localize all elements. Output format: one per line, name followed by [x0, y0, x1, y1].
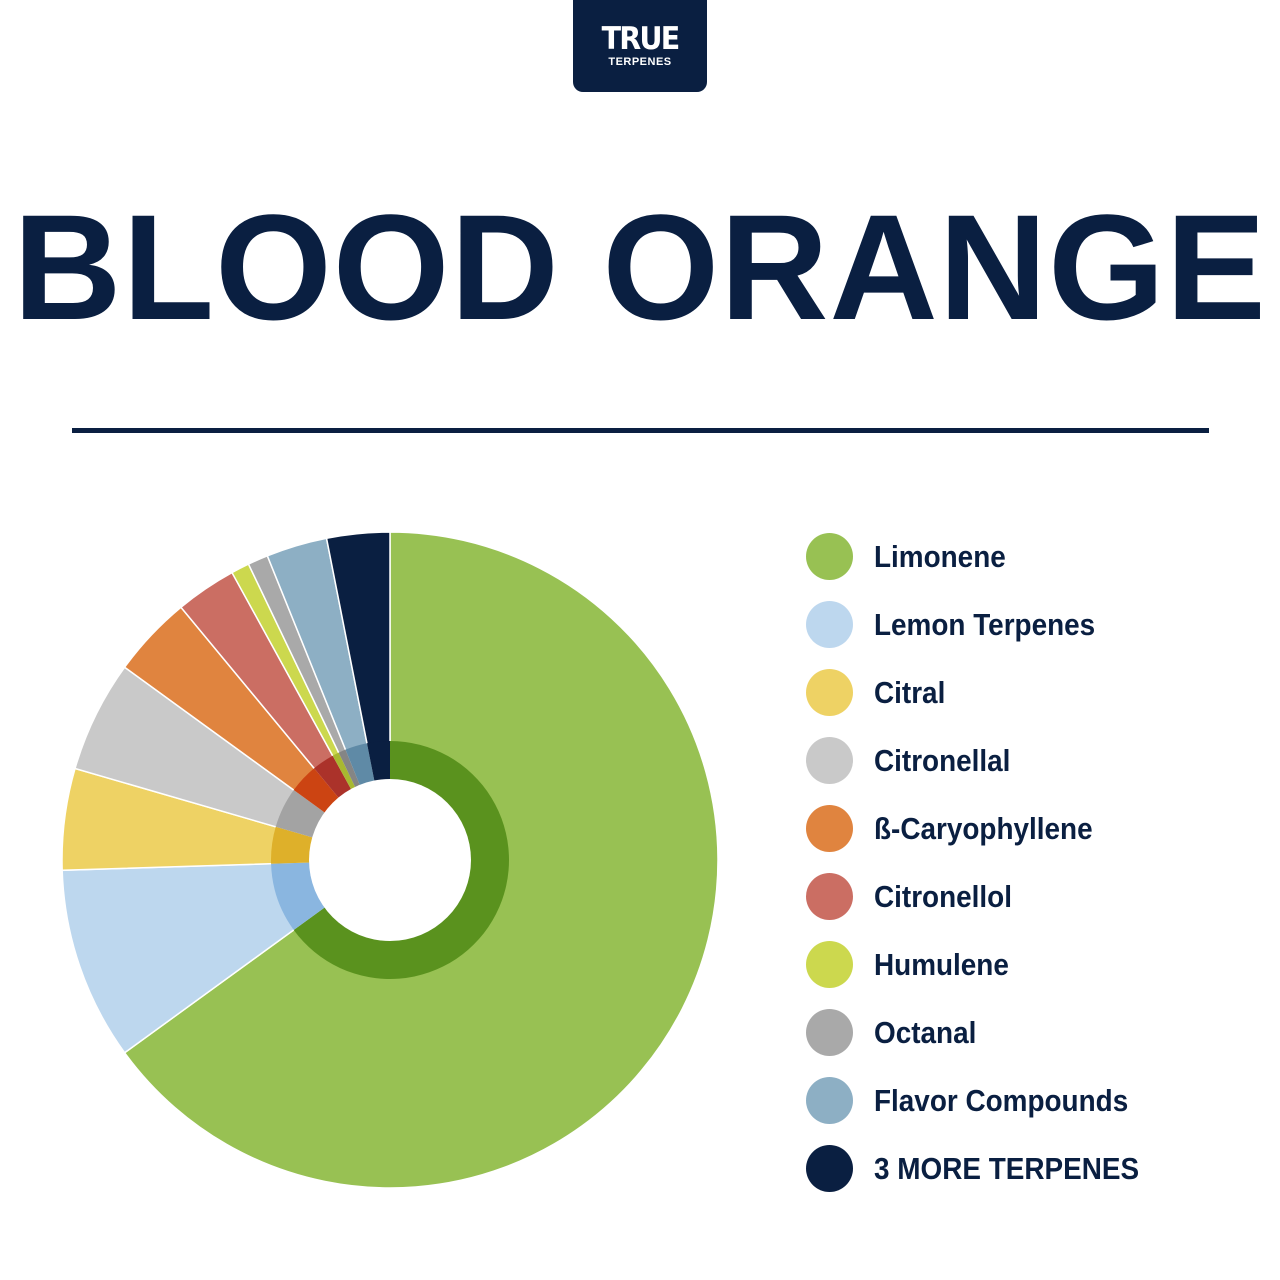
legend-swatch-humulene: [806, 941, 853, 988]
legend-item-humulene: Humulene: [806, 939, 1266, 988]
legend-swatch-caryophyllene: [806, 805, 853, 852]
legend-swatch-limonene: [806, 533, 853, 580]
legend-swatch-octanal: [806, 1009, 853, 1056]
title-divider: [72, 428, 1209, 433]
legend-label-3-more-terpenes: 3 MORE TERPENES: [874, 1151, 1140, 1186]
legend-swatch-3-more-terpenes: [806, 1145, 853, 1192]
legend-label-citronellal: Citronellal: [874, 743, 1011, 778]
legend-label-lemon-terpenes: Lemon Terpenes: [874, 607, 1096, 642]
legend-label-citral: Citral: [874, 675, 946, 710]
legend-label-humulene: Humulene: [874, 947, 1009, 982]
legend-swatch-citronellol: [806, 873, 853, 920]
page-title: BLOOD ORANGE: [13, 183, 1267, 351]
donut-hole: [309, 779, 471, 941]
legend-item-lemon-terpenes: Lemon Terpenes: [806, 599, 1266, 648]
legend-label-citronellol: Citronellol: [874, 879, 1012, 914]
brand-logo: TRUE TERPENES: [573, 0, 707, 92]
legend-swatch-flavor-compounds: [806, 1077, 853, 1124]
legend-label-flavor-compounds: Flavor Compounds: [874, 1083, 1129, 1118]
legend-item-flavor-compounds: Flavor Compounds: [806, 1075, 1266, 1124]
logo-subtitle: TERPENES: [608, 56, 672, 68]
legend-item-citronellal: Citronellal: [806, 735, 1266, 784]
logo-wordmark: TRUE: [601, 21, 681, 57]
legend-item-citral: Citral: [806, 667, 1266, 716]
legend-item-citronellol: Citronellol: [806, 871, 1266, 920]
legend-swatch-lemon-terpenes: [806, 601, 853, 648]
legend-item-octanal: Octanal: [806, 1007, 1266, 1056]
legend-item-3-more-terpenes: 3 MORE TERPENES: [806, 1143, 1266, 1192]
legend-swatch-citronellal: [806, 737, 853, 784]
legend-label-caryophyllene: ß-Caryophyllene: [874, 811, 1093, 846]
legend-item-caryophyllene: ß-Caryophyllene: [806, 803, 1266, 852]
legend-label-limonene: Limonene: [874, 539, 1006, 574]
legend-swatch-citral: [806, 669, 853, 716]
legend-item-limonene: Limonene: [806, 531, 1266, 580]
legend-label-octanal: Octanal: [874, 1015, 977, 1050]
